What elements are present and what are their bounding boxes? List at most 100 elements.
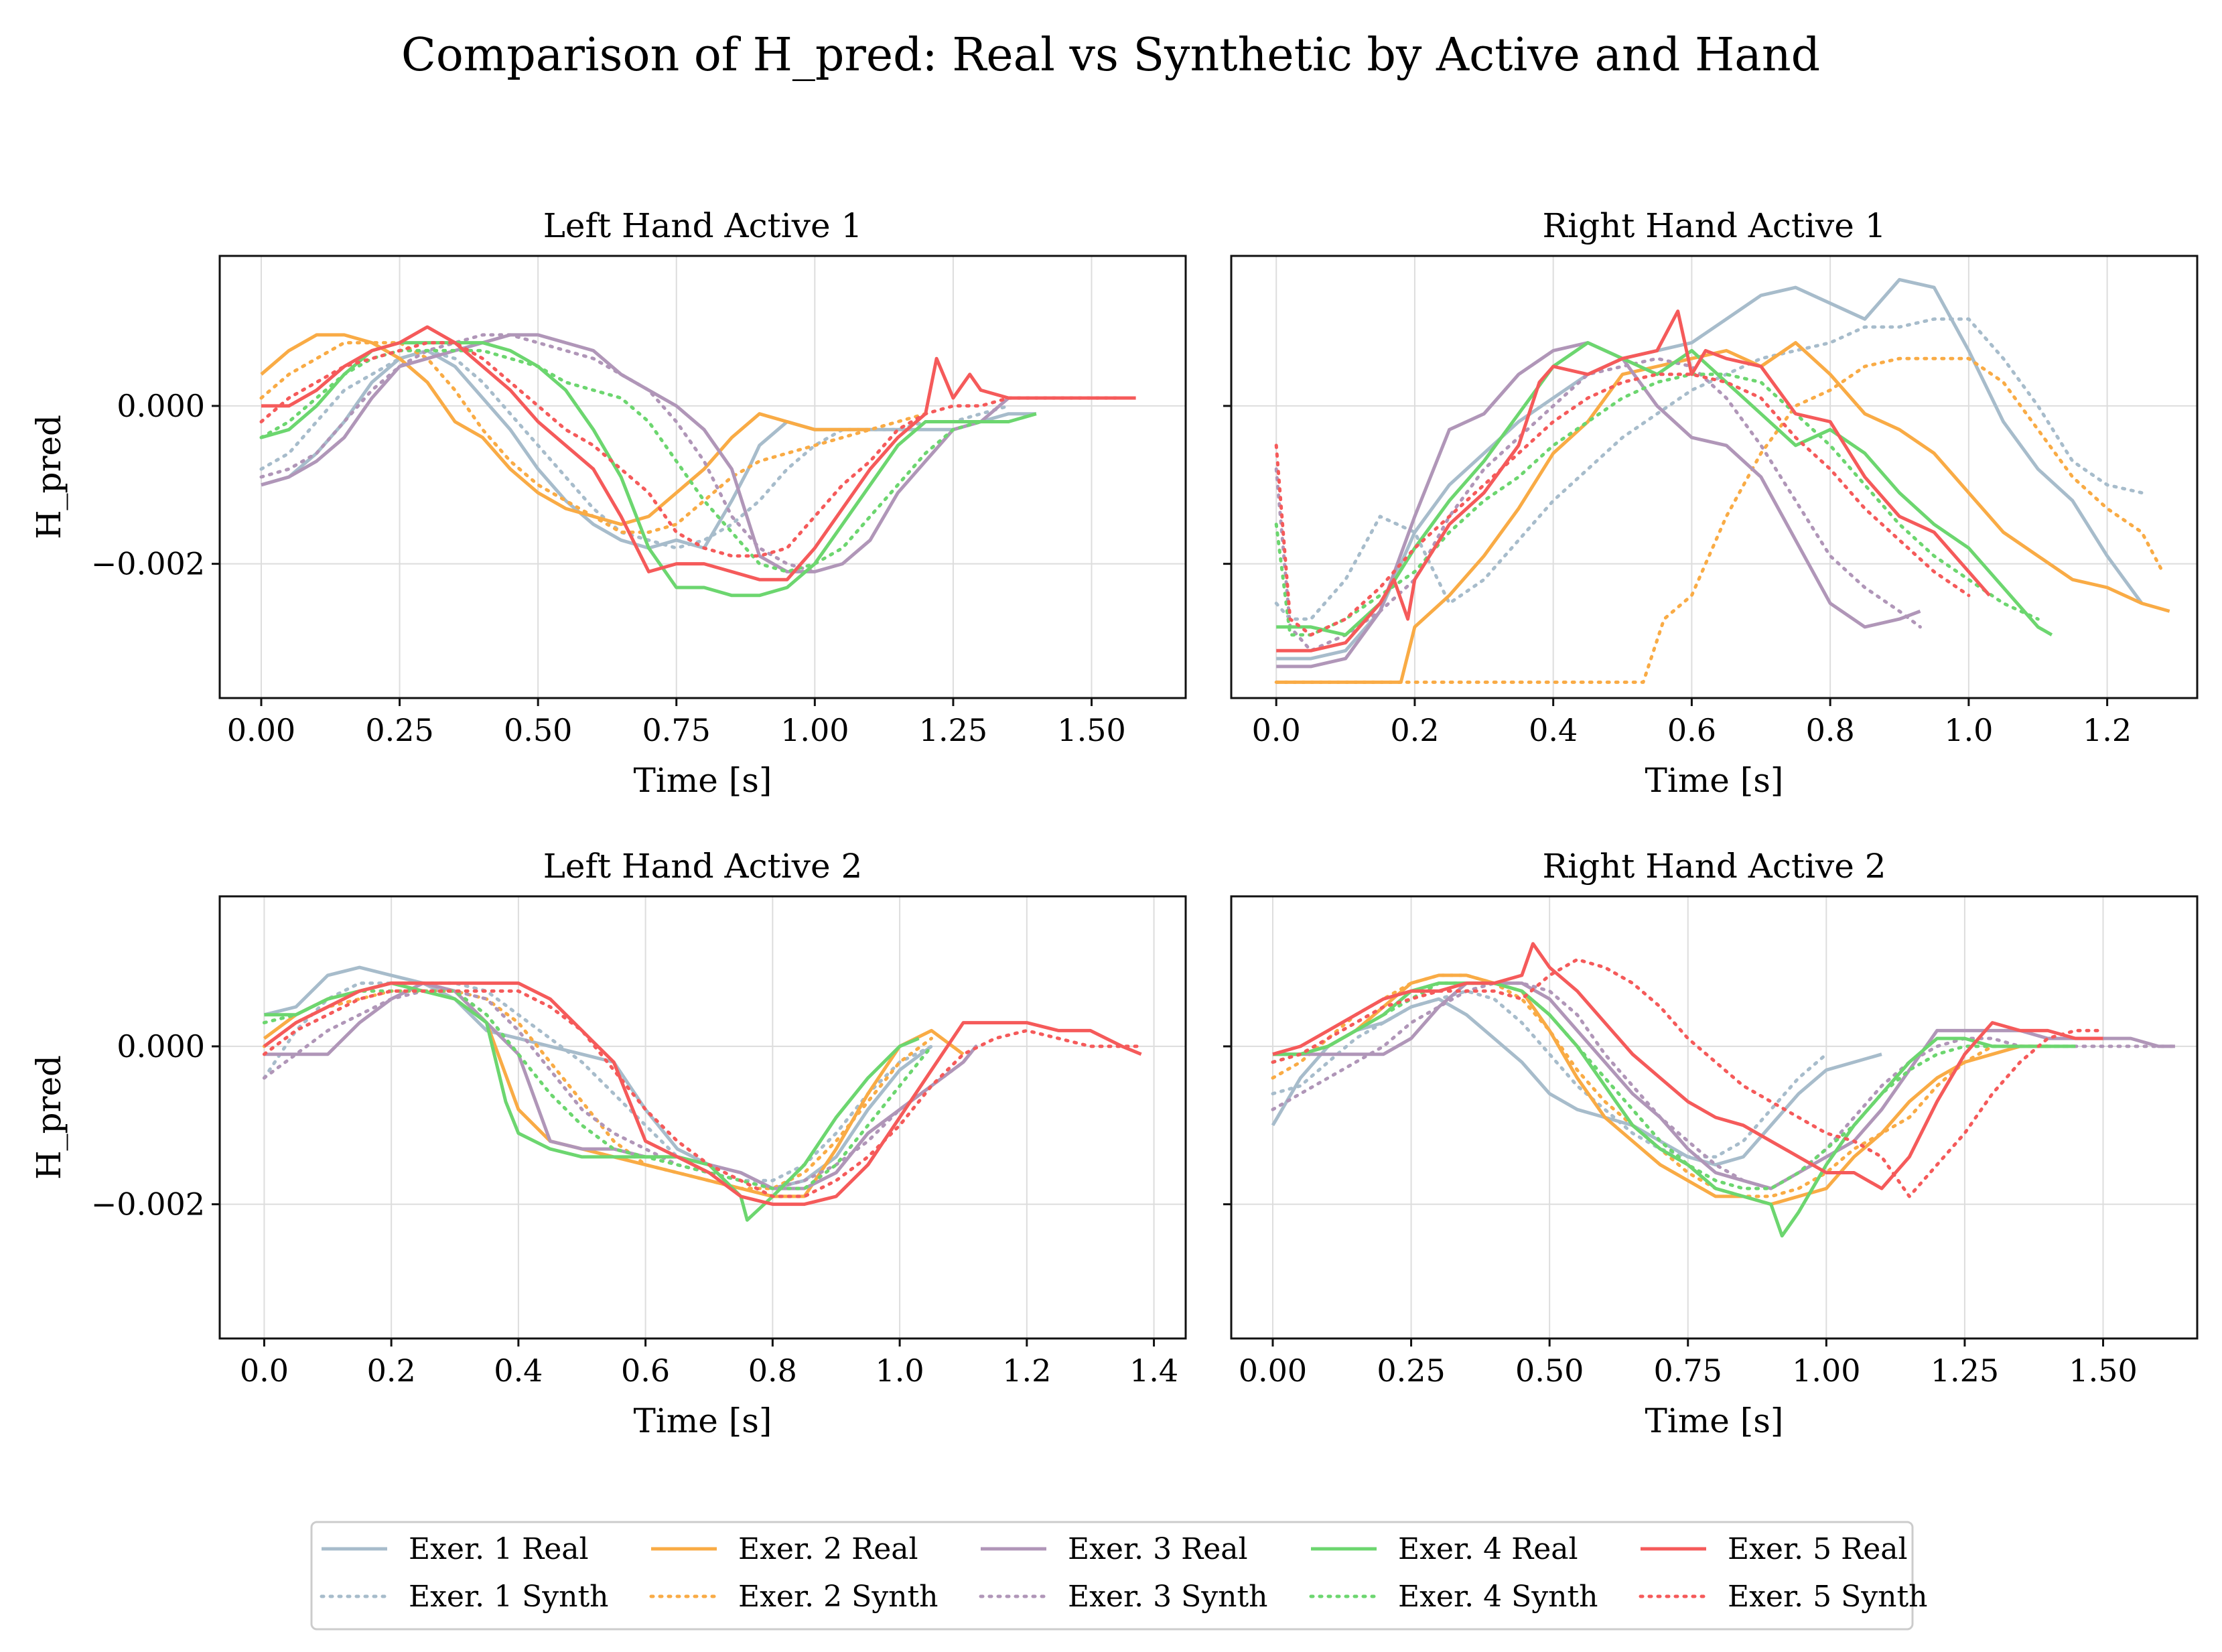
series-line-exer-3-synth [259,333,817,573]
x-tick-label: 0.8 [748,1353,797,1389]
y-tick-label: 0.000 [117,1028,205,1064]
x-tick-label: 0.00 [227,712,295,748]
x-tick-label: 0.75 [642,712,711,748]
x-tick-label: 1.50 [2069,1353,2137,1389]
series-line-exer-5-real [1276,309,1991,652]
legend-entry-exer-5-real: Exer. 5 Real [1641,1532,1908,1566]
x-tick-label: 1.00 [780,712,849,748]
legend-entry-exer-1-real: Exer. 1 Real [322,1532,589,1566]
y-tick-label: 0.000 [117,388,205,424]
x-tick-label: 1.4 [1129,1353,1178,1389]
series-line-exer-2-synth [259,341,928,534]
subplot-left-hand-active-1: 0.00 0.25 0.50 0.75 1.00 1.25 1.50 0.000 −0.002 L… [29,206,1187,800]
x-tick-label: 1.25 [1931,1353,1999,1389]
y-tick-label: −0.002 [91,546,205,582]
x-axis-label: Time [s] [634,761,772,800]
x-tick-label: 0.4 [1529,712,1578,748]
x-tick-label: 0.00 [1239,1353,1307,1389]
series-line-exer-5-real [263,981,1142,1207]
x-tick-label: 1.2 [1002,1353,1051,1389]
x-tick-label: 0.75 [1654,1353,1722,1389]
subplot-title: Right Hand Active 2 [1542,847,1886,886]
legend-label: Exer. 1 Synth [409,1580,608,1614]
series-line-exer-4-real [1273,981,2076,1238]
series-line-exer-2-real [260,333,870,527]
x-tick-label: 1.0 [876,1353,924,1389]
legend: Exer. 1 Real Exer. 2 Real Exer. 3 Real Exer… [310,1521,1927,1631]
subplot-title: Right Hand Active 1 [1542,206,1886,245]
series-group [1274,277,2170,684]
legend-entry-exer-3-synth: Exer. 3 Synth [979,1580,1267,1614]
x-axis-label: Time [s] [1645,1401,1784,1440]
series-line-exer-2-real [1273,973,2048,1207]
legend-entry-exer-2-synth: Exer. 2 Synth [649,1580,938,1614]
series-line-exer-5-synth [262,989,1143,1198]
x-axis-label: Time [s] [634,1401,772,1440]
series-line-exer-5-real [261,325,1136,581]
subplot-right-hand-active-1: 0.0 0.2 0.4 0.6 0.8 1.0 1.2 Right Hand Active 1… [1223,206,2199,800]
x-tick-label: 0.2 [367,1353,416,1389]
legend-entry-exer-1-synth: Exer. 1 Synth [320,1580,608,1614]
y-axis-label: H_pred [29,415,68,539]
x-tick-label: 0.6 [621,1353,670,1389]
series-line-exer-2-synth [1274,356,2164,684]
x-tick-label: 0.50 [1515,1353,1584,1389]
legend-entry-exer-2-real: Exer. 2 Real [651,1532,918,1566]
series-line-exer-1-real [1276,277,2144,661]
legend-label: Exer. 4 Synth [1398,1580,1598,1614]
axes-frame [218,255,1187,699]
series-line-exer-3-real [261,333,1010,573]
legend-entry-exer-5-synth: Exer. 5 Synth [1639,1580,1927,1614]
legend-label: Exer. 5 Synth [1728,1580,1927,1614]
x-tick-label: 1.25 [919,712,987,748]
series-line-exer-2-synth [262,989,933,1190]
axes-frame [1230,895,2199,1340]
series-line-exer-3-real [1273,981,2175,1190]
legend-label: Exer. 1 Real [409,1532,589,1566]
subplots: 0.00 0.25 0.50 0.75 1.00 1.25 1.50 0.000 −0.002 L… [29,206,2199,1440]
series-line-exer-2-real [1276,341,2170,684]
subplot-left-hand-active-2: 0.0 0.2 0.4 0.6 0.8 1.0 1.2 1.4 0.000 −0.002 Left … [29,847,1187,1440]
legend-label: Exer. 4 Real [1398,1532,1578,1566]
x-tick-label: 1.50 [1057,712,1125,748]
x-tick-label: 0.25 [1377,1353,1445,1389]
series-line-exer-5-synth [1274,372,1971,637]
x-tick-label: 1.2 [2083,712,2132,748]
series-group [1271,942,2177,1238]
series-line-exer-1-real [261,348,1036,550]
y-axis-label: H_pred [29,1055,68,1180]
series-line-exer-1-synth [1271,989,1828,1159]
series-line-exer-3-synth [1271,981,2177,1190]
series-line-exer-4-synth [259,348,983,573]
y-tick-label: −0.002 [91,1186,205,1223]
legend-entry-exer-4-real: Exer. 4 Real [1311,1532,1578,1566]
series-line-exer-1-real [1271,997,1882,1167]
subplot-title: Left Hand Active 2 [543,847,863,886]
series-line-exer-5-synth [1271,957,2105,1198]
series-line-exer-5-real [1272,942,2103,1190]
x-tick-label: 0.4 [494,1353,543,1389]
series-group [262,965,1143,1222]
series-line-exer-4-real [1276,341,2053,637]
legend-label: Exer. 2 Real [738,1532,918,1566]
axes-frame [218,895,1187,1340]
x-tick-label: 0.25 [365,712,433,748]
legend-label: Exer. 2 Synth [738,1580,938,1614]
x-tick-label: 0.8 [1806,712,1855,748]
series-line-exer-4-synth [262,989,933,1190]
legend-entry-exer-3-real: Exer. 3 Real [981,1532,1248,1566]
x-tick-label: 1.00 [1792,1353,1860,1389]
legend-label: Exer. 5 Real [1728,1532,1908,1566]
series-line-exer-1-real [263,965,932,1190]
legend-entry-exer-4-synth: Exer. 4 Synth [1309,1580,1598,1614]
figure-title: Comparison of H_pred: Real vs Synthetic … [401,29,1820,82]
x-tick-label: 1.0 [1944,712,1993,748]
x-tick-label: 0.50 [504,712,572,748]
series-line-exer-5-synth [259,341,1121,558]
x-tick-label: 0.0 [240,1353,289,1389]
series-line-exer-1-synth [1274,317,2144,621]
axes-frame [1230,255,2199,699]
x-tick-label: 0.6 [1667,712,1716,748]
x-tick-label: 0.0 [1252,712,1301,748]
